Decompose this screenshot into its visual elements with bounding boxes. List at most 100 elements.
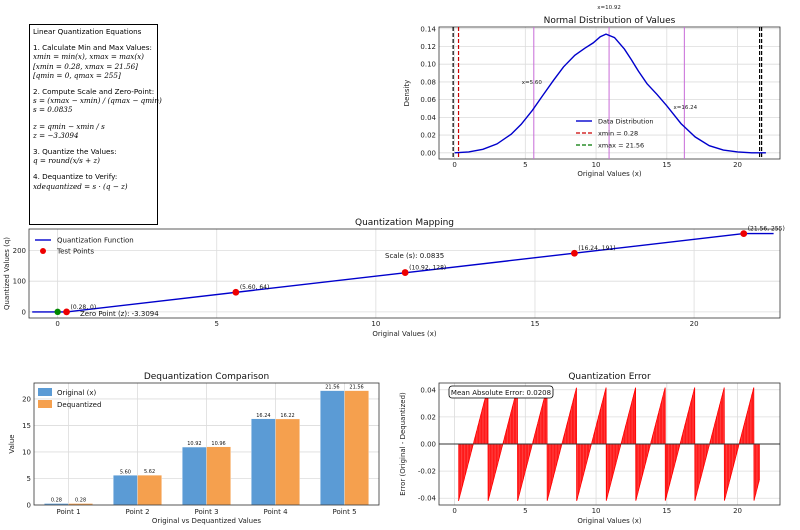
error-title: Quantization Error	[568, 372, 651, 382]
error-mae-label: Mean Absolute Error: 0.0208	[451, 389, 551, 397]
mapping-xtick-label: 5	[215, 320, 219, 328]
normal-ytick-label: 0.06	[420, 96, 436, 104]
dequant-bar-value: 10.96	[211, 441, 225, 447]
dequant-legend: Original (x) Dequantized	[38, 388, 101, 409]
mapping-point-label: (10.92, 128)	[409, 265, 446, 272]
dequant-bar-value: 10.92	[187, 441, 201, 447]
mapping-xtick-label: 15	[531, 320, 540, 328]
legend-label: Test Points	[56, 248, 94, 256]
dequant-bar	[182, 446, 207, 506]
normal-xlabel: Original Values (x)	[577, 170, 642, 178]
normal-ytick-label: 0.00	[420, 149, 436, 157]
step2-line4: z = −3.3094	[33, 130, 79, 140]
legend-label: xmax = 21.56	[598, 142, 644, 150]
mapping-xtick-label: 20	[690, 320, 699, 328]
dequant-ytick-label: 5	[27, 475, 31, 483]
step4-title: 4. Dequantize to Verify:	[33, 172, 118, 182]
dequant-ytick-label: 10	[22, 448, 31, 456]
step2-line2: s = 0.0835	[33, 105, 73, 115]
mapping-ytick-label: 200	[13, 247, 26, 255]
mapping-title: Quantization Mapping	[355, 218, 454, 228]
quantization-error-chart: 0 5 10 15 20 -0.04 -0.02 0.00 0.02 0.04 Mean Absol…	[399, 372, 781, 525]
error-xtick-label: 5	[523, 507, 527, 515]
dequant-ylabel: Value	[8, 434, 16, 453]
mapping-point-label: (5.60, 64)	[240, 284, 269, 291]
mapping-legend: Quantization Function Test Points	[35, 237, 134, 256]
dequant-title: Dequantization Comparison	[144, 372, 269, 382]
dequant-bar	[344, 390, 369, 506]
mapping-ytick-label: 100	[13, 278, 26, 286]
mapping-point-label: (21.56, 255)	[748, 226, 785, 233]
legend-label: Quantization Function	[57, 237, 134, 245]
mapping-scale-label: Scale (s): 0.0835	[385, 252, 444, 260]
error-xtick-label: 15	[662, 507, 671, 515]
dequant-bar-value: 21.56	[325, 385, 339, 391]
normal-ytick-label: 0.02	[420, 132, 436, 140]
step1-line3: [qmin = 0, qmax = 255]	[33, 70, 121, 80]
mapping-frame	[28, 228, 781, 319]
dequant-xlabel: Original vs Dequantized Values	[152, 517, 261, 525]
normal-xtick-label: 15	[662, 161, 671, 169]
normal-density-curve	[454, 33, 766, 154]
dequantization-chart: 0 5 10 15 20 Point 1 Point 2 Point 3 Point 4 Poin…	[8, 372, 380, 525]
dequant-bar	[206, 446, 231, 506]
dequant-bar	[113, 475, 138, 506]
mapping-xtick-label: 0	[55, 320, 59, 328]
dequant-ytick-label: 0	[27, 502, 31, 510]
mapping-xtick-label: 10	[371, 320, 380, 328]
dequant-category-label: Point 4	[263, 508, 288, 516]
error-xtick-label: 10	[592, 507, 601, 515]
mapping-ylabel: Quantized Values (q)	[3, 237, 11, 310]
dequant-bar-value: 16.24	[256, 413, 270, 419]
normal-legend: Data Distribution xmin = 0.28 xmax = 21.56	[576, 118, 654, 150]
error-mae-box	[448, 385, 554, 399]
mapping-point-label: (0.28, 0)	[71, 304, 97, 311]
mapping-point-label: (16.24, 191)	[578, 245, 615, 252]
dequant-bar-value: 21.56	[349, 385, 363, 391]
dequant-ytick-label: 15	[22, 422, 31, 430]
dequant-bar	[275, 418, 300, 506]
step4-line1: xdequantized = s · (q − z)	[33, 181, 128, 191]
error-ylabel: Error (Original - Dequantized)	[399, 392, 407, 496]
dequant-bar-value: 0.28	[51, 498, 62, 504]
equations-title: Linear Quantization Equations	[33, 27, 142, 36]
normal-ytick-label: 0.10	[420, 61, 436, 69]
mapping-test-point	[232, 288, 240, 296]
dequant-bar	[251, 418, 276, 506]
normal-ylabel: Density	[403, 80, 411, 107]
mapping-test-point	[401, 269, 409, 276]
legend-swatch	[38, 400, 52, 408]
mapping-zero-point-label: Zero Point (z): -3.3094	[80, 310, 159, 318]
normal-test-value-label: x=16.24	[674, 105, 698, 111]
step1-title: 1. Calculate Min and Max Values:	[33, 43, 152, 53]
normal-ytick-label: 0.04	[420, 114, 436, 122]
mapping-zero-point-marker	[54, 308, 61, 316]
dequant-bar-value: 5.60	[120, 469, 131, 475]
dequant-category-label: Point 5	[332, 508, 356, 516]
step2-line3: z = qmin − xmin / s	[33, 121, 105, 131]
dequant-bar	[320, 390, 345, 506]
error-xtick-label: 20	[733, 507, 742, 515]
normal-title: Normal Distribution of Values	[544, 16, 676, 26]
error-line	[458, 387, 760, 502]
normal-xtick-label: 20	[733, 161, 742, 169]
dequant-frame	[33, 382, 380, 506]
error-ytick-label: -0.02	[418, 468, 436, 476]
mapping-test-point	[571, 249, 578, 257]
step1-line1: xmin = min(x), xmax = max(x)	[33, 52, 144, 62]
normal-ytick-label: 0.12	[420, 43, 436, 51]
normal-test-value-label: x=10.92	[597, 5, 621, 11]
legend-label: Data Distribution	[598, 118, 654, 126]
legend-label: Dequantized	[57, 401, 101, 409]
step2-line1: s = (xmax − xmin) / (qmax − qmin)	[33, 96, 162, 106]
dequant-category-label: Point 3	[194, 508, 218, 516]
normal-distribution-chart: 0 5 10 15 20 0.00 0.02 0.04 0.06 0.08 0.10 0.12 0.14…	[403, 5, 781, 178]
mapping-test-point	[63, 308, 70, 316]
dequant-ytick-label: 20	[22, 395, 31, 403]
error-ytick-label: 0.00	[420, 441, 436, 449]
mapping-test-point	[740, 230, 748, 238]
normal-ytick-label: 0.08	[420, 78, 436, 86]
error-ytick-label: 0.02	[420, 413, 436, 421]
error-xtick-label: 0	[452, 507, 456, 515]
